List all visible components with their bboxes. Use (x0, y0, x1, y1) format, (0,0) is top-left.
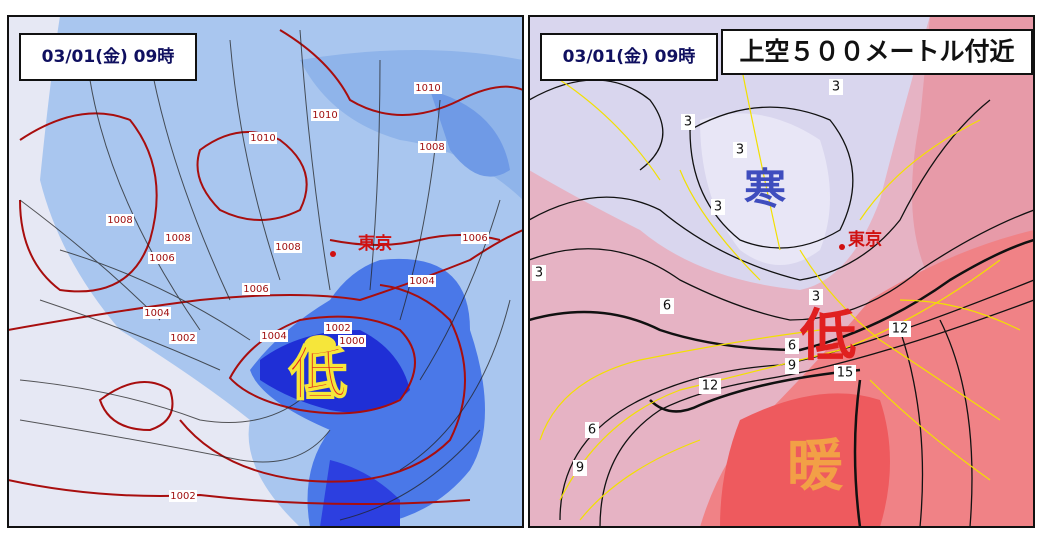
isotherm-label-bg (681, 114, 695, 130)
timestamp-box (540, 33, 718, 81)
isotherm-label-bg (889, 321, 911, 337)
isobar-label: 1010 (250, 133, 275, 144)
isotherm-label: 3 (736, 143, 744, 158)
isotherm-label: 3 (684, 115, 692, 130)
isotherm-label-bg (785, 338, 799, 354)
isobar-label-bg (242, 283, 270, 295)
isobar-label: 1008 (107, 215, 132, 226)
isotherm-label: 3 (832, 80, 840, 95)
isobar-label-bg (260, 330, 288, 342)
timestamp-box (19, 33, 197, 81)
isobar-label: 1006 (243, 284, 268, 295)
level-label: 上空５００メートル付近 (739, 37, 1014, 66)
isotherm-label-bg (785, 358, 799, 374)
isobar-label-bg (338, 335, 366, 347)
timestamp: 03/01(金) 09時 (42, 46, 175, 67)
isotherm-label: 6 (788, 339, 796, 354)
isobar-label-bg (148, 252, 176, 264)
isotherm-label-bg (809, 289, 823, 305)
isotherm-label-bg (573, 460, 587, 476)
city-label: 東京 (848, 229, 882, 250)
isotherm-label-bg (834, 365, 856, 381)
isobar-label: 1006 (149, 253, 174, 264)
warm-label: 暖 (787, 434, 844, 499)
isobar-label: 1008 (275, 242, 300, 253)
isobar-label: 1010 (415, 83, 440, 94)
timestamp: 03/01(金) 09時 (563, 46, 696, 67)
isobar-label: 1008 (165, 233, 190, 244)
isotherm-label-bg (532, 265, 546, 281)
isobar-label-bg (408, 275, 436, 287)
isobar-label-bg (143, 307, 171, 319)
isobar-label: 1002 (325, 323, 350, 334)
isobar-label: 1002 (170, 491, 195, 502)
isobar-label: 1004 (261, 331, 286, 342)
cold-label: 寒 (744, 165, 786, 214)
isotherm-label-bg (699, 378, 721, 394)
wind-streamlines (19, 29, 511, 521)
isobar-label-bg (414, 82, 442, 94)
wind-streamlines (539, 59, 1021, 521)
isotherm-label: 3 (714, 200, 722, 215)
isotherm-label-bg (660, 298, 674, 314)
isotherm-label: 3 (812, 290, 820, 305)
isotherms (529, 79, 1034, 527)
left-frame (7, 15, 524, 528)
isobar-label-bg (164, 232, 192, 244)
isotherm-label-bg (585, 422, 599, 438)
isotherm-label-bg (711, 199, 725, 215)
isotherm-label: 12 (892, 322, 909, 337)
left-map (8, 16, 523, 527)
isotherm-label: 3 (535, 266, 543, 281)
low-pressure-label: 低 (799, 304, 856, 369)
right-frame (528, 15, 1035, 528)
isotherm-label-bg (829, 79, 843, 95)
isobar-label-bg (169, 332, 197, 344)
isobar-label: 1010 (312, 110, 337, 121)
isotherm-label: 9 (788, 359, 796, 374)
isobar-label: 1004 (409, 276, 434, 287)
isobar-label: 1006 (462, 233, 487, 244)
level-box (721, 29, 1033, 75)
isobar-label-bg (311, 109, 339, 121)
isotherm-label-bg (733, 142, 747, 158)
isobar-label: 1002 (170, 333, 195, 344)
isobar-label-bg (274, 241, 302, 253)
right-map (529, 16, 1034, 527)
isobar-label-bg (106, 214, 134, 226)
isobar-label-bg (418, 141, 446, 153)
isotherm-label: 15 (837, 366, 854, 381)
isotherm-label: 9 (576, 461, 584, 476)
isobar-label-bg (324, 322, 352, 334)
isotherm-label: 6 (588, 423, 596, 438)
isotherm-label: 6 (663, 299, 671, 314)
isobar-label-bg (461, 232, 489, 244)
city-label: 東京 (358, 233, 392, 254)
isotherm-label: 12 (702, 379, 719, 394)
low-pressure-label: 低 (288, 340, 347, 408)
isobar-label-bg (249, 132, 277, 144)
isobar-label: 1004 (144, 308, 169, 319)
isobar-label-bg (169, 490, 197, 502)
isobar-labels: 1010 1010 1010 1008 1008 1008 1006 1008 1006 1006… (106, 82, 489, 502)
isobar-label: 1008 (419, 142, 444, 153)
isobar-label: 1000 (339, 336, 364, 347)
isotherm-labels: 3 3 3 3 3 3 6 6 12 9 15 12 6 9 (532, 79, 911, 476)
